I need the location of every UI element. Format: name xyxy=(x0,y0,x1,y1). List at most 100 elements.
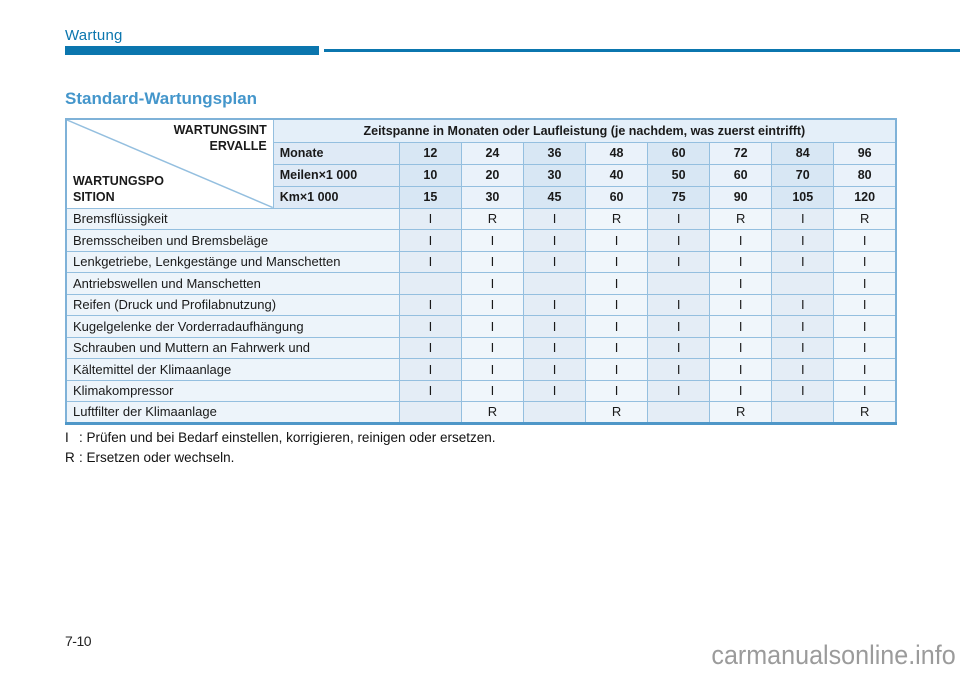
title-underline-bar xyxy=(65,46,319,55)
maintenance-action-cell: I xyxy=(398,293,462,316)
maintenance-action-cell: I xyxy=(460,229,524,252)
interval-span-header: Zeitspanne in Monaten oder Laufleistung … xyxy=(272,118,897,143)
interval-unit-row: Monate 12 24 36 48 60 72 84 96 xyxy=(66,141,897,165)
maintenance-action-cell: I xyxy=(771,315,835,338)
interval-unit-label: Km×1 000 xyxy=(272,185,400,209)
maintenance-item-label: Luftfilter der Klimaanlage xyxy=(65,401,400,424)
maintenance-action-cell: I xyxy=(460,272,524,295)
maintenance-action-cell: I xyxy=(833,272,897,295)
header-rule-line xyxy=(324,49,960,52)
maintenance-schedule-table: WARTUNGSINT ERVALLE WARTUNGSPO SITION Ze… xyxy=(65,118,897,425)
maintenance-action-cell: I xyxy=(398,229,462,252)
maintenance-item-row: Kugelgelenke der Vorderradaufhängung I I I I… xyxy=(65,315,897,338)
maintenance-action-cell: I xyxy=(585,379,649,402)
maintenance-action-cell xyxy=(647,272,711,295)
maintenance-action-cell: I xyxy=(585,336,649,359)
maintenance-action-cell: R xyxy=(585,401,649,424)
maintenance-action-cell xyxy=(522,272,587,295)
interval-unit-row: Km×1 000 15 30 45 60 75 90 105 120 xyxy=(66,185,897,209)
maintenance-action-cell: R xyxy=(709,401,773,424)
maintenance-action-cell: R xyxy=(709,207,773,230)
maintenance-action-cell: I xyxy=(709,229,773,252)
maintenance-item-row: Lenkgetriebe, Lenkgestänge und Manschett… xyxy=(65,250,897,273)
interval-value-cell: 50 xyxy=(647,163,711,187)
maintenance-action-cell: I xyxy=(398,336,462,359)
maintenance-action-cell xyxy=(647,401,711,424)
interval-value-cell: 40 xyxy=(585,163,649,187)
interval-value-cell: 60 xyxy=(647,141,711,165)
page-number: 7-10 xyxy=(65,633,92,649)
maintenance-action-cell: I xyxy=(522,336,587,359)
maintenance-action-cell: I xyxy=(585,250,649,273)
page-title: Standard-Wartungsplan xyxy=(65,89,258,108)
maintenance-action-cell: I xyxy=(709,379,773,402)
maintenance-item-label: Bremsflüssigkeit xyxy=(65,207,400,230)
maintenance-action-cell: I xyxy=(833,336,897,359)
maintenance-action-cell: I xyxy=(647,293,711,316)
maintenance-action-cell xyxy=(771,401,835,424)
maintenance-action-cell: I xyxy=(460,315,524,338)
table-header-row: WARTUNGSINT ERVALLE WARTUNGSPO SITION Ze… xyxy=(65,118,897,209)
maintenance-item-label: Reifen (Druck und Profilabnutzung) xyxy=(65,293,400,316)
maintenance-action-cell: I xyxy=(771,379,835,402)
watermark: carmanualsonline.info xyxy=(711,640,956,670)
maintenance-item-label: Kältemittel der Klimaanlage xyxy=(65,358,400,381)
corner-label-position: WARTUNGSPO SITION xyxy=(73,173,164,205)
maintenance-action-cell: I xyxy=(771,336,835,359)
interval-value-cell: 36 xyxy=(522,141,587,165)
maintenance-action-cell: I xyxy=(833,293,897,316)
corner-label-intervals: WARTUNGSINT ERVALLE xyxy=(174,122,267,154)
maintenance-action-cell: I xyxy=(709,315,773,338)
maintenance-item-label: Bremsscheiben und Bremsbeläge xyxy=(65,229,400,252)
maintenance-action-cell: I xyxy=(522,379,587,402)
maintenance-item-label: Kugelgelenke der Vorderradaufhängung xyxy=(65,315,400,338)
maintenance-action-cell: I xyxy=(585,272,649,295)
maintenance-item-row: Kältemittel der Klimaanlage I I I I I I I I xyxy=(65,358,897,381)
maintenance-action-cell: I xyxy=(771,293,835,316)
maintenance-action-cell: I xyxy=(771,250,835,273)
maintenance-action-cell: I xyxy=(647,336,711,359)
section-title: Wartung xyxy=(65,27,123,44)
maintenance-item-label: Schrauben und Muttern an Fahrwerk und xyxy=(65,336,400,359)
maintenance-action-cell: I xyxy=(833,379,897,402)
maintenance-action-cell: I xyxy=(585,293,649,316)
interval-value-cell: 48 xyxy=(585,141,649,165)
corner-label-position-line2: SITION xyxy=(73,189,115,204)
interval-value-cell: 10 xyxy=(398,163,462,187)
maintenance-item-row: Bremsflüssigkeit I R I R I R I R xyxy=(65,207,897,230)
maintenance-action-cell: I xyxy=(398,379,462,402)
maintenance-action-cell: I xyxy=(522,315,587,338)
maintenance-action-cell: I xyxy=(585,229,649,252)
interval-value-cell: 30 xyxy=(460,185,524,209)
maintenance-item-label: Antriebswellen und Manschetten xyxy=(65,272,400,295)
interval-value-cell: 72 xyxy=(709,141,773,165)
maintenance-action-cell: I xyxy=(398,250,462,273)
legend-text-inspect: Prüfen und bei Bedarf einstellen, korrig… xyxy=(86,430,496,445)
maintenance-item-row: Schrauben und Muttern an Fahrwerk und I I I… xyxy=(65,336,897,359)
interval-value-cell: 105 xyxy=(771,185,835,209)
maintenance-action-cell: I xyxy=(709,336,773,359)
maintenance-action-cell: I xyxy=(522,250,587,273)
maintenance-action-cell: R xyxy=(585,207,649,230)
legend-separator: : xyxy=(79,450,83,465)
maintenance-action-cell: I xyxy=(522,207,587,230)
maintenance-action-cell: I xyxy=(398,207,462,230)
maintenance-action-cell: R xyxy=(460,207,524,230)
maintenance-action-cell: I xyxy=(522,229,587,252)
maintenance-action-cell: I xyxy=(647,315,711,338)
maintenance-action-cell: I xyxy=(460,358,524,381)
corner-cell: WARTUNGSINT ERVALLE WARTUNGSPO SITION xyxy=(65,118,274,209)
maintenance-item-row: Reifen (Druck und Profilabnutzung) I I I I I I… xyxy=(65,293,897,316)
interval-value-cell: 120 xyxy=(833,185,897,209)
maintenance-action-cell: I xyxy=(460,293,524,316)
maintenance-action-cell: I xyxy=(647,250,711,273)
maintenance-item-label: Klimakompressor xyxy=(65,379,400,402)
corner-label-position-line1: WARTUNGSPO xyxy=(73,173,164,188)
maintenance-action-cell: I xyxy=(647,207,711,230)
interval-value-cell: 96 xyxy=(833,141,897,165)
maintenance-action-cell: I xyxy=(709,250,773,273)
maintenance-item-row: Bremsscheiben und Bremsbeläge I I I I I I I I xyxy=(65,229,897,252)
corner-label-intervals-line1: WARTUNGSINT xyxy=(173,123,267,137)
maintenance-action-cell: I xyxy=(771,229,835,252)
interval-value-cell: 30 xyxy=(522,163,587,187)
